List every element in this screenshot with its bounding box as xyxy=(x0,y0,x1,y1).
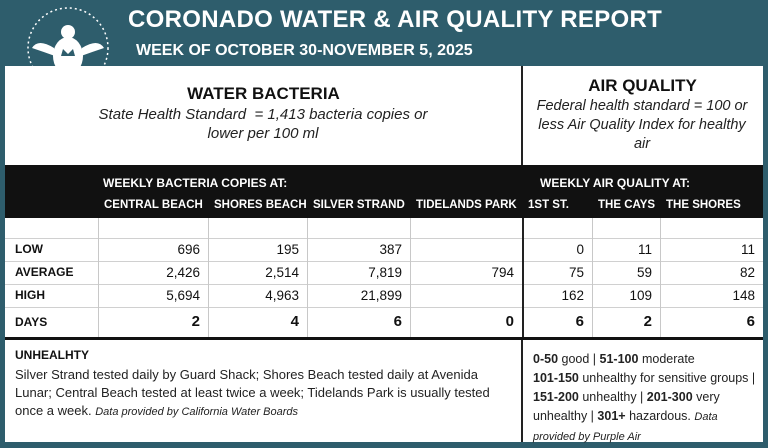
cell: 6 xyxy=(393,313,402,330)
cell: 6 xyxy=(575,313,584,330)
aqi-label: moderate xyxy=(641,352,695,366)
row-line xyxy=(5,307,763,308)
aqi-range: 301+ xyxy=(597,409,626,423)
column-line xyxy=(410,218,411,337)
column-line xyxy=(522,218,524,337)
row-line xyxy=(5,238,763,239)
aqi-label: very unhealthy | xyxy=(533,390,720,423)
column-line xyxy=(208,218,209,337)
column-line xyxy=(592,218,593,337)
cell: 148 xyxy=(732,288,755,303)
aqi-range: 101-150 xyxy=(533,371,579,385)
column-header: 1ST ST. xyxy=(528,199,569,211)
row-label: HIGH xyxy=(15,288,45,302)
cell: 2 xyxy=(191,313,200,330)
column-header: THE SHORES xyxy=(666,199,741,211)
aqi-label: hazardous. xyxy=(629,409,691,423)
table-bottom xyxy=(5,337,763,340)
row-line xyxy=(5,284,763,285)
cell: 794 xyxy=(491,265,514,280)
cell: 11 xyxy=(740,242,755,257)
row-line xyxy=(5,261,763,262)
aqi-source: Data provided by Purple Air xyxy=(533,411,718,443)
cell: 7,819 xyxy=(368,265,402,280)
cell: 59 xyxy=(636,265,652,280)
cell: 387 xyxy=(379,242,402,257)
aqi-range: 0-50 xyxy=(533,352,559,366)
cell: 21,899 xyxy=(360,288,402,303)
water-heading: WATER BACTERIA xyxy=(187,84,340,103)
column-line xyxy=(98,218,99,337)
notes-source: Data provided by California Water Boards xyxy=(95,406,299,418)
column-line xyxy=(307,218,308,337)
column-header: TIDELANDS PARK xyxy=(416,199,517,211)
notes: Silver Strand tested daily by Guard Shac… xyxy=(15,366,515,421)
aqi-label: good | xyxy=(561,352,597,366)
column-header: SILVER STRAND xyxy=(313,199,405,211)
cell: 82 xyxy=(739,265,755,280)
aqi-range: 201-300 xyxy=(646,390,693,404)
cell: 4,963 xyxy=(265,288,299,303)
aqi-label: unhealthy for sensitive groups | xyxy=(582,371,756,385)
divider xyxy=(521,337,523,442)
air-standard: Federal health standard = 100 or less Ai… xyxy=(536,98,752,152)
divider xyxy=(521,66,523,165)
cell: 2,514 xyxy=(265,265,299,280)
title: CORONADO WATER & AIR QUALITY REPORT xyxy=(128,6,663,33)
notes-heading: UNHEALHTY xyxy=(15,348,89,362)
subtitle: WEEK OF OCTOBER 30-NOVEMBER 5, 2025 xyxy=(136,42,473,59)
notes-text: Silver Strand tested daily by Guard Shac… xyxy=(15,367,490,418)
cell: 5,694 xyxy=(166,288,200,303)
column-header: CENTRAL BEACH xyxy=(104,199,203,211)
aqi-scale: 0-50 good | 51-100 moderate 101-150 unhe… xyxy=(533,350,759,447)
cell: 2,426 xyxy=(166,265,200,280)
cell: 0 xyxy=(576,242,584,257)
header-band xyxy=(5,165,763,218)
cell: 4 xyxy=(290,313,299,330)
cell: 162 xyxy=(561,288,584,303)
aqi-label: unhealthy | xyxy=(582,390,644,404)
row-label: DAYS xyxy=(15,315,48,329)
cell: 109 xyxy=(629,288,652,303)
water-standard: State Health Standard = 1,413 bacteria c… xyxy=(98,106,432,142)
cell: 696 xyxy=(177,242,200,257)
aqi-range: 51-100 xyxy=(599,352,639,366)
row-label: LOW xyxy=(15,242,43,256)
cell: 6 xyxy=(746,313,755,330)
air-caption: WEEKLY AIR QUALITY AT: xyxy=(540,176,691,190)
cell: 0 xyxy=(505,313,514,330)
cell: 195 xyxy=(276,242,299,257)
column-line xyxy=(660,218,661,337)
water-caption: WEEKLY BACTERIA COPIES AT: xyxy=(103,176,288,190)
column-header: THE CAYS xyxy=(598,199,656,211)
cell: 11 xyxy=(637,242,652,257)
column-header: SHORES BEACH xyxy=(214,199,307,211)
air-heading: AIR QUALITY xyxy=(588,76,697,95)
cell: 2 xyxy=(643,313,652,330)
row-label: AVERAGE xyxy=(15,265,74,279)
aqi-range: 151-200 xyxy=(533,390,579,404)
cell: 75 xyxy=(568,265,584,280)
panel: WATER BACTERIA State Health Standard = 1… xyxy=(5,66,763,443)
